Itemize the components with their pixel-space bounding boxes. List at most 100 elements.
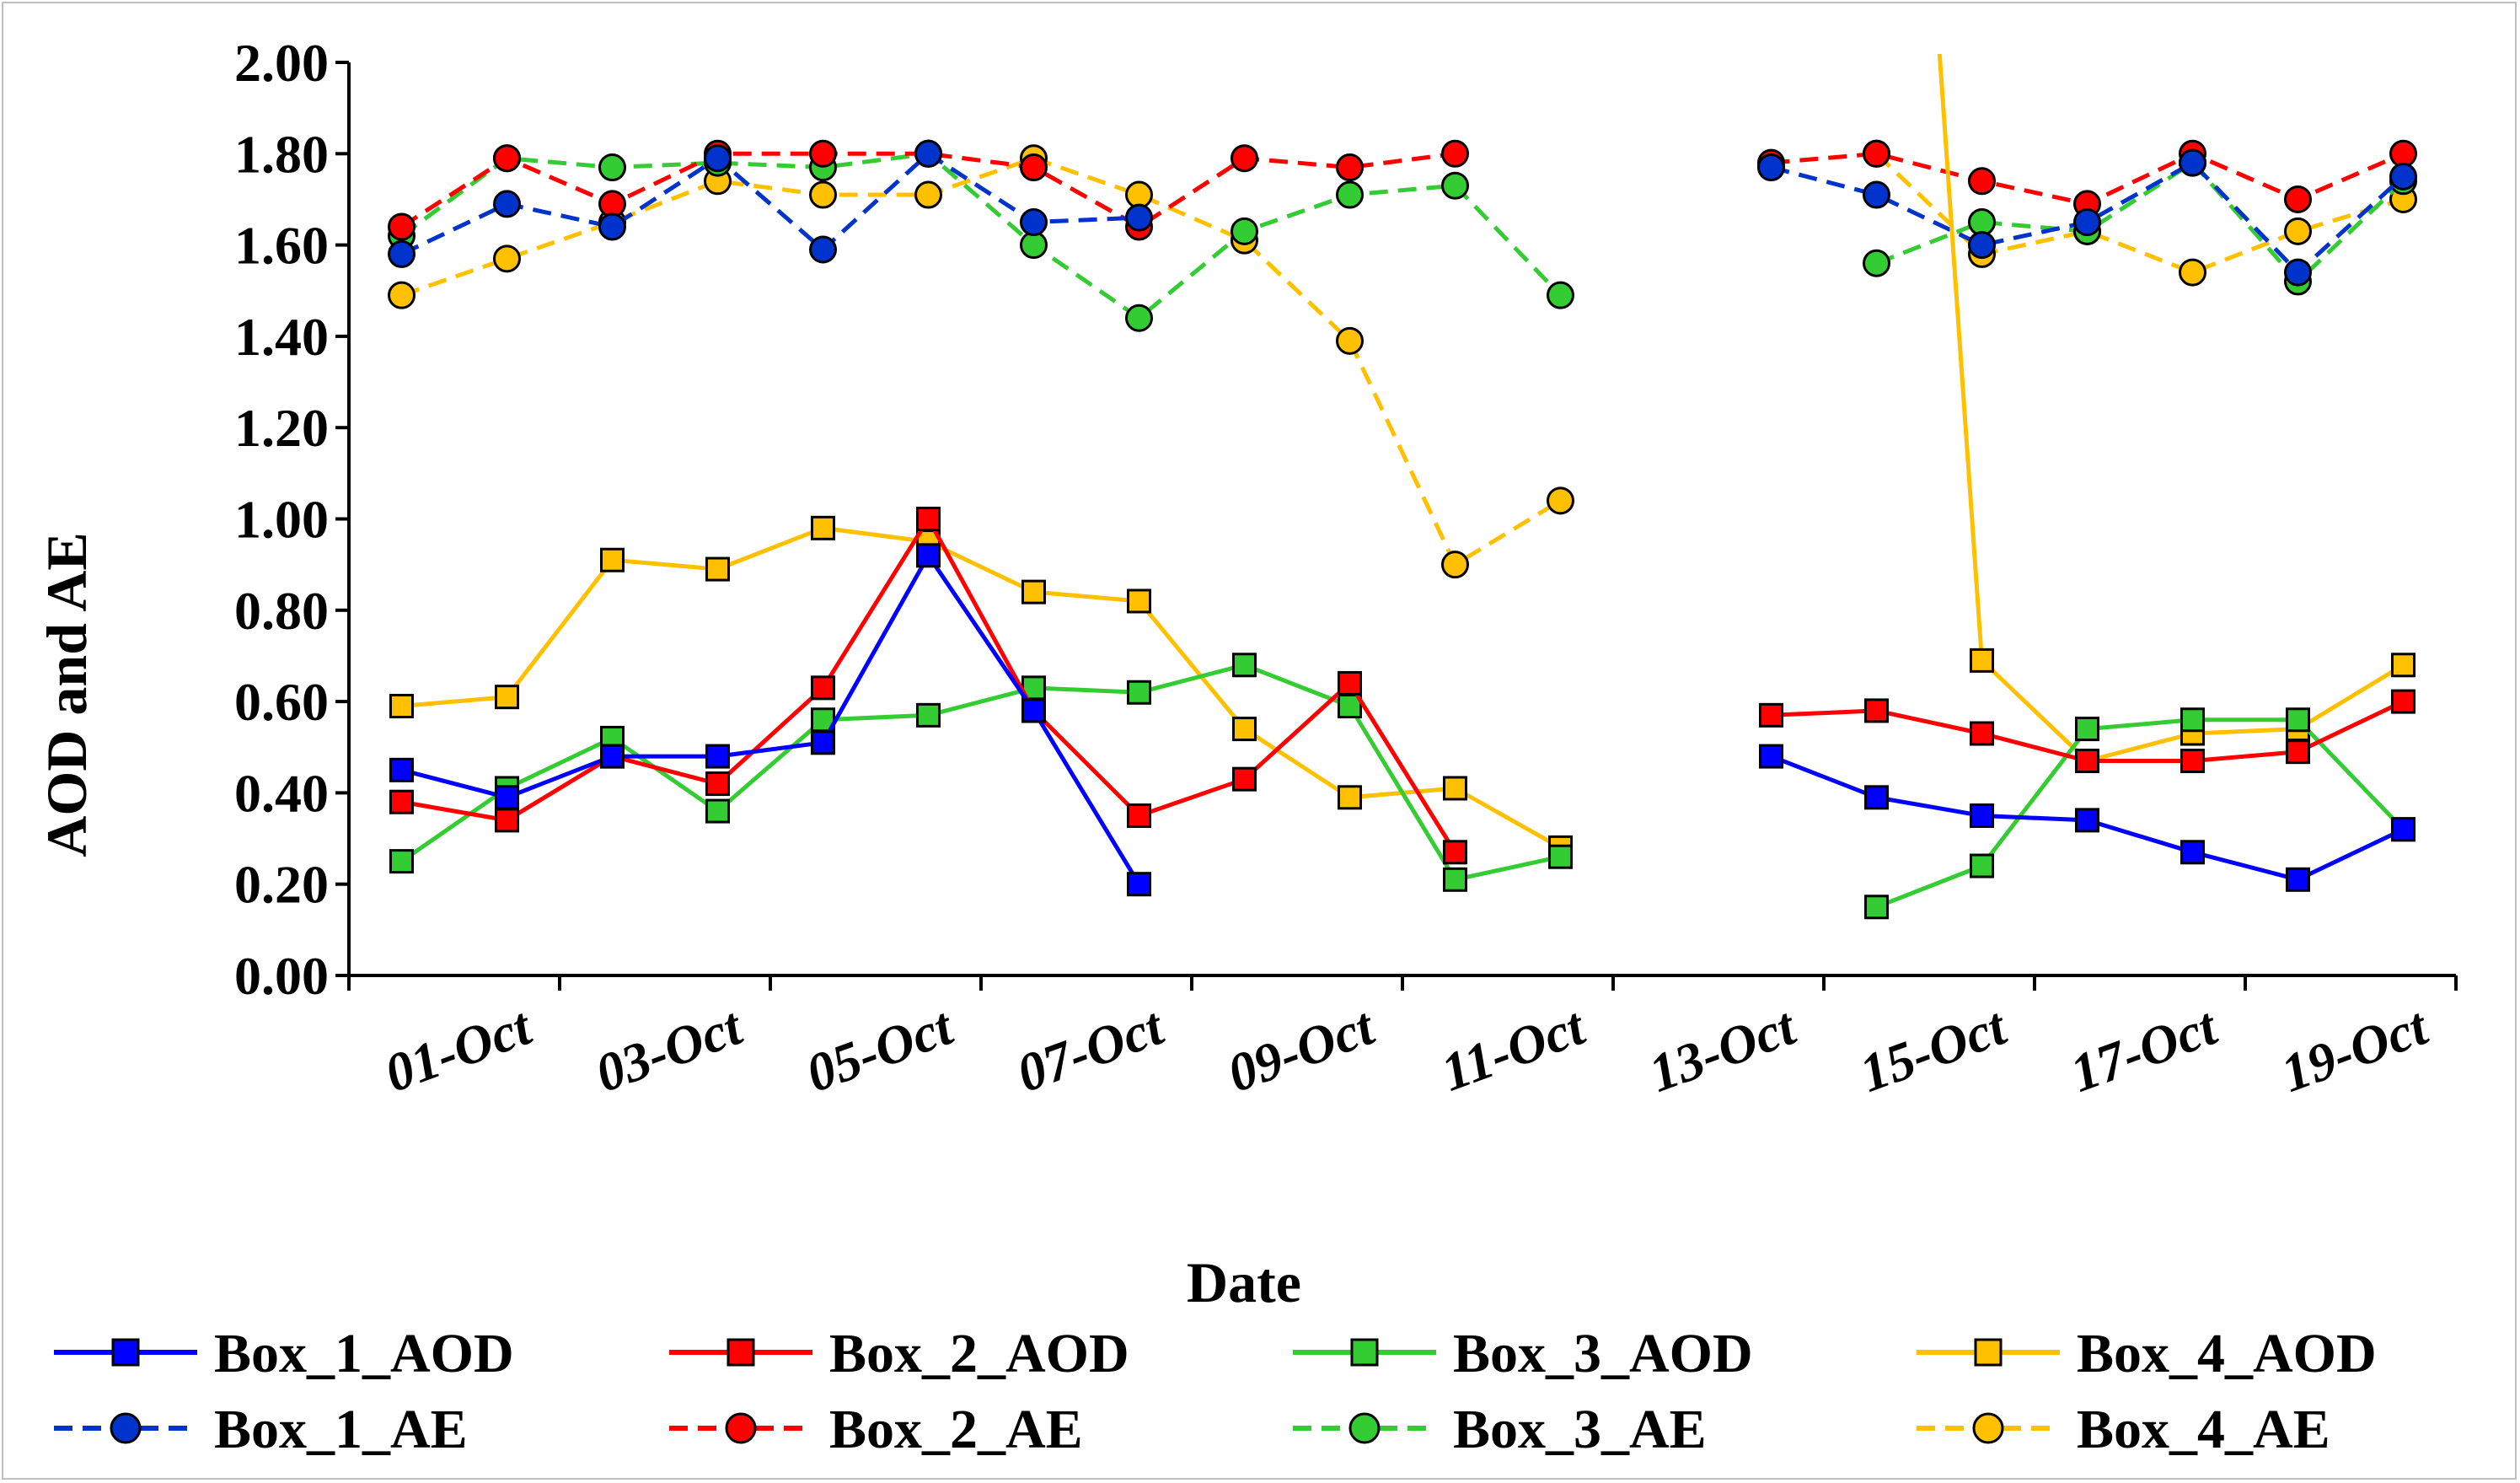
data-point	[2391, 689, 2415, 714]
legend-swatch-marker	[1972, 1412, 2004, 1444]
line-chart: 0.00 0.20 0.40 0.60 0.80 1.00 1.20 1.40 1.60 1.80…	[35, 33, 2458, 1460]
y-tick-label: 0.20	[234, 855, 329, 915]
x-tick-label: 15-Oct	[1852, 996, 2015, 1104]
data-point	[1336, 180, 1364, 209]
data-point	[389, 757, 414, 782]
data-point	[493, 144, 521, 173]
series-line	[401, 525, 1562, 850]
data-point	[1443, 840, 1467, 865]
data-point	[2286, 707, 2310, 733]
data-point	[389, 789, 414, 814]
data-point	[1020, 231, 1048, 260]
data-point	[2075, 748, 2099, 773]
data-point	[2284, 258, 2312, 287]
data-point	[914, 180, 942, 209]
data-point	[598, 212, 626, 241]
x-tick-label: 13-Oct	[1642, 996, 1804, 1104]
data-point	[1336, 153, 1364, 182]
data-point	[1441, 171, 1469, 200]
data-point	[704, 144, 732, 173]
data-point	[1020, 208, 1048, 237]
data-point	[598, 153, 626, 182]
legend-swatch-marker	[727, 1338, 755, 1367]
data-point	[1125, 304, 1153, 332]
data-point	[914, 139, 942, 168]
legend-item-Box_2_AE: Box_2_AE	[669, 1399, 1083, 1460]
data-point	[1338, 785, 1362, 810]
data-point	[1231, 217, 1258, 245]
data-point	[2180, 707, 2205, 733]
data-point	[2180, 748, 2205, 773]
series-line	[400, 663, 1562, 882]
data-point	[1864, 785, 1889, 810]
data-point	[1548, 844, 1573, 869]
data-point	[1759, 744, 1783, 769]
data-point	[2073, 208, 2101, 237]
data-point	[495, 785, 519, 810]
data-point	[1547, 281, 1574, 309]
series-Box_3_AOD	[389, 653, 2415, 920]
data-point	[1970, 853, 1994, 879]
data-point	[705, 771, 730, 797]
legend-label: Box_1_AOD	[214, 1323, 514, 1384]
series-Box_1_AE	[388, 139, 2417, 287]
legend-item-Box_3_AE: Box_3_AE	[1293, 1399, 1707, 1460]
y-tick-label: 1.40	[234, 307, 329, 367]
series-line	[1875, 717, 2405, 910]
x-tick-label: 03-Oct	[588, 996, 751, 1104]
legend-swatch-marker	[1974, 1338, 2003, 1367]
legend-label: Box_2_AOD	[829, 1323, 1129, 1384]
legend-item-Box_4_AE: Box_4_AE	[1917, 1399, 2330, 1460]
legend-swatch-marker	[111, 1338, 140, 1367]
data-point	[1759, 702, 1783, 728]
data-point	[2284, 185, 2312, 213]
data-point	[916, 507, 941, 531]
data-point	[809, 139, 837, 168]
y-tick-label: 2.00	[234, 33, 329, 93]
data-point	[705, 798, 730, 824]
data-point	[1232, 717, 1257, 742]
data-point	[1970, 647, 1994, 673]
data-point	[1338, 670, 1362, 696]
series-Box_4_AOD	[389, 54, 2415, 860]
data-point	[1127, 680, 1151, 705]
data-point	[811, 515, 835, 540]
y-tick-label: 0.00	[234, 946, 329, 1006]
y-ticks: 0.00 0.20 0.40 0.60 0.80 1.00 1.20 1.40 1.60 1.80…	[234, 33, 349, 1006]
y-tick-label: 0.60	[234, 672, 329, 732]
data-point	[493, 244, 521, 273]
y-tick-label: 1.00	[234, 490, 329, 550]
series-line	[400, 151, 1563, 320]
data-point	[389, 694, 414, 719]
y-axis-title: AOD and AE	[35, 532, 99, 857]
series-Box_1_AOD	[389, 543, 2415, 897]
data-point	[1441, 551, 1469, 579]
data-point	[1127, 588, 1151, 614]
data-point	[1970, 803, 1994, 828]
legend-label: Box_2_AE	[829, 1399, 1083, 1460]
data-point	[2286, 739, 2310, 765]
legend-label: Box_1_AE	[214, 1399, 468, 1460]
data-point	[598, 190, 626, 218]
legend-item-Box_4_AOD: Box_4_AOD	[1917, 1323, 2377, 1384]
y-tick-label: 0.80	[234, 581, 329, 641]
data-point	[1125, 203, 1153, 232]
x-tick-label: 05-Oct	[799, 996, 962, 1104]
data-point	[1757, 153, 1785, 182]
data-point	[2179, 258, 2206, 287]
legend: Box_1_AOD Box_2_AOD Box_3_AOD Box_4_AOD Box_…	[54, 1323, 2377, 1460]
data-point	[495, 808, 519, 833]
data-point	[1441, 139, 1469, 168]
data-point	[1232, 653, 1257, 678]
legend-label: Box_3_AE	[1453, 1399, 1707, 1460]
x-tick-label: 01-Oct	[378, 996, 540, 1104]
data-point	[2389, 139, 2417, 168]
x-tick-label: 17-Oct	[2063, 996, 2226, 1104]
data-point	[811, 730, 835, 755]
data-point	[2180, 840, 2205, 865]
legend-label: Box_4_AE	[2077, 1399, 2330, 1460]
series-Box_2_AOD	[389, 507, 2415, 865]
data-point	[1968, 231, 1996, 260]
x-tick-label: 07-Oct	[1010, 996, 1172, 1104]
legend-label: Box_3_AOD	[1453, 1323, 1753, 1384]
